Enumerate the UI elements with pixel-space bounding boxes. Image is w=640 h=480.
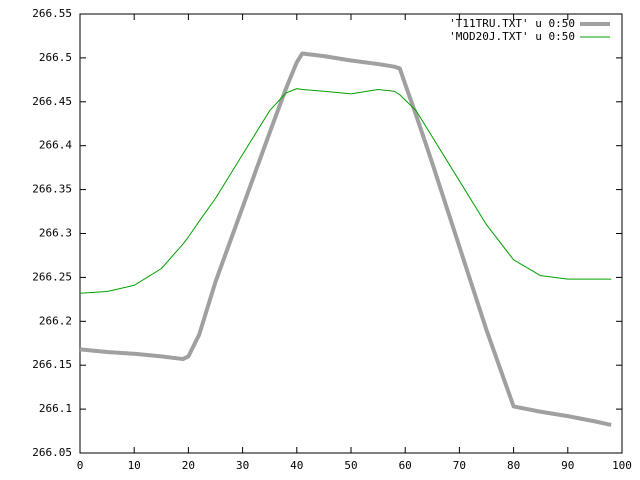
data-line (79, 88, 612, 294)
x-tick-label: 80 (507, 459, 520, 472)
data-line (79, 51, 612, 427)
x-tick-label: 70 (453, 459, 466, 472)
x-tick-label: 50 (344, 459, 357, 472)
x-tick-label: 90 (561, 459, 574, 472)
x-tick-label: 30 (236, 459, 249, 472)
legend-label: 'T11TRU.TXT' u 0:50 (449, 17, 575, 30)
x-tick-label: 0 (77, 459, 84, 472)
plot-frame (79, 13, 623, 454)
x-tick-label: 10 (128, 459, 141, 472)
legend-label: 'MOD20J.TXT' u 0:50 (449, 30, 575, 43)
y-tick-label: 266.25 (32, 270, 72, 283)
x-tick-label: 20 (182, 459, 195, 472)
y-tick-label: 266.55 (32, 7, 72, 20)
x-tick-label: 60 (399, 459, 412, 472)
y-tick-label: 266.4 (39, 139, 72, 152)
y-tick-label: 266.3 (39, 227, 72, 240)
y-tick-label: 266.1 (39, 402, 72, 415)
y-tick-label: 266.45 (32, 95, 72, 108)
y-tick-label: 266.15 (32, 358, 72, 371)
y-tick-label: 266.5 (39, 51, 72, 64)
y-tick-label: 266.2 (39, 314, 72, 327)
x-tick-label: 40 (290, 459, 303, 472)
y-tick-label: 266.05 (32, 446, 72, 459)
x-tick-label: 100 (612, 459, 632, 472)
y-tick-label: 266.35 (32, 183, 72, 196)
